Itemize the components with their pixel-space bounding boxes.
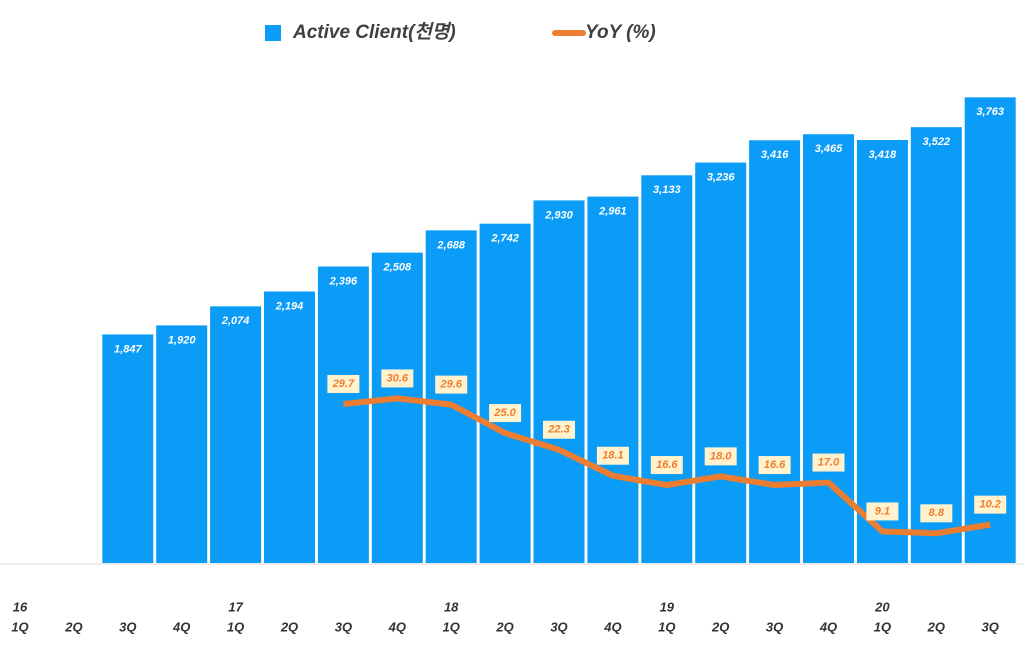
- x-tick-label: 1Q: [874, 619, 891, 634]
- bar-value-label: 2,688: [436, 239, 465, 251]
- bar: [910, 127, 962, 563]
- line-label-box: [489, 404, 522, 423]
- legend-swatch: [265, 25, 281, 41]
- bar: [533, 200, 585, 563]
- bar-value-label: 3,416: [761, 149, 789, 161]
- bar-value-label: 3,522: [923, 136, 951, 148]
- line-value-label: 22.3: [547, 424, 569, 436]
- line-value-label: 29.6: [439, 379, 462, 391]
- x-tick-label: 1Q: [227, 619, 244, 634]
- line-value-label: 10.2: [979, 499, 1000, 511]
- bar: [102, 334, 154, 563]
- x-year-label: 19: [660, 599, 675, 614]
- bar-value-label: 3,763: [976, 106, 1004, 118]
- line-value-label: 16.6: [656, 459, 678, 471]
- bar: [587, 196, 639, 564]
- bar: [210, 306, 262, 563]
- x-tick-label: 2Q: [64, 619, 82, 634]
- line-label-box: [381, 369, 414, 388]
- line-label-box: [920, 504, 953, 523]
- line-value-label: 18.0: [710, 450, 732, 462]
- bar: [641, 175, 693, 563]
- bar: [695, 162, 747, 564]
- line-label-box: [543, 420, 575, 439]
- line-label-box: [974, 495, 1007, 514]
- bar: [264, 291, 315, 563]
- x-year-label: 17: [228, 599, 243, 614]
- x-tick-label: 4Q: [603, 619, 621, 634]
- bar-value-label: 2,194: [275, 300, 304, 312]
- bar: [964, 97, 1016, 564]
- line-label-box: [866, 502, 899, 521]
- x-tick-label: 2Q: [927, 619, 945, 634]
- x-tick-label: 3Q: [335, 619, 352, 634]
- line-label-box: [650, 456, 683, 475]
- x-tick-label: 1Q: [658, 619, 675, 634]
- legend-label: Active Client(천명): [292, 21, 456, 43]
- bar-value-label: 3,465: [815, 143, 843, 155]
- x-tick-label: 4Q: [388, 619, 406, 634]
- line-value-label: 30.6: [387, 372, 409, 384]
- bar-value-label: 3,236: [707, 171, 735, 183]
- line-label-box: [704, 447, 737, 466]
- x-tick-label: 2Q: [495, 619, 513, 634]
- x-tick-label: 3Q: [766, 619, 783, 634]
- x-tick-label: 2Q: [711, 619, 729, 634]
- line-value-label: 29.7: [332, 378, 355, 390]
- x-year-label: 16: [13, 599, 28, 614]
- bar-value-label: 2,396: [329, 275, 358, 287]
- bar-value-label: 3,133: [653, 184, 681, 196]
- line-label-box: [812, 453, 845, 472]
- x-year-label: 20: [874, 599, 890, 614]
- bar-value-label: 2,074: [221, 315, 250, 327]
- x-tick-label: 1Q: [11, 619, 28, 634]
- line-label-box: [327, 374, 360, 393]
- bar: [749, 140, 801, 563]
- bar-value-label: 1,847: [114, 343, 142, 355]
- bar: [317, 266, 369, 563]
- x-tick-label: 3Q: [119, 619, 136, 634]
- bar: [425, 230, 477, 564]
- bar-value-label: 2,742: [490, 233, 519, 245]
- x-tick-label: 3Q: [982, 619, 999, 634]
- bar: [156, 325, 208, 563]
- x-tick-label: 4Q: [819, 619, 837, 634]
- line-value-label: 9.1: [875, 505, 890, 517]
- bar-value-label: 1,920: [168, 334, 196, 346]
- line-value-label: 25.0: [493, 407, 516, 419]
- line-value-label: 18.1: [602, 450, 623, 462]
- bar: [856, 140, 908, 563]
- x-year-label: 18: [444, 599, 459, 614]
- x-tick-label: 3Q: [550, 619, 567, 634]
- line-value-label: 8.8: [929, 507, 945, 519]
- x-tick-label: 1Q: [443, 619, 460, 634]
- bar-value-label: 2,930: [544, 209, 573, 221]
- bar-value-label: 2,508: [383, 262, 412, 274]
- x-tick-label: 2Q: [280, 619, 298, 634]
- line-label-box: [435, 375, 468, 394]
- bar-value-label: 3,418: [869, 149, 897, 161]
- line-label-box: [758, 456, 791, 475]
- line-label-box: [596, 446, 629, 465]
- bar-value-label: 2,961: [598, 205, 627, 217]
- bar: [803, 134, 854, 564]
- line-value-label: 16.6: [764, 459, 786, 471]
- yoy-line: [343, 395, 991, 537]
- x-tick-label: 4Q: [172, 619, 190, 634]
- bar: [479, 223, 531, 564]
- line-value-label: 17.0: [818, 456, 840, 468]
- legend-label: YoY (%): [585, 22, 656, 43]
- bar: [371, 252, 423, 563]
